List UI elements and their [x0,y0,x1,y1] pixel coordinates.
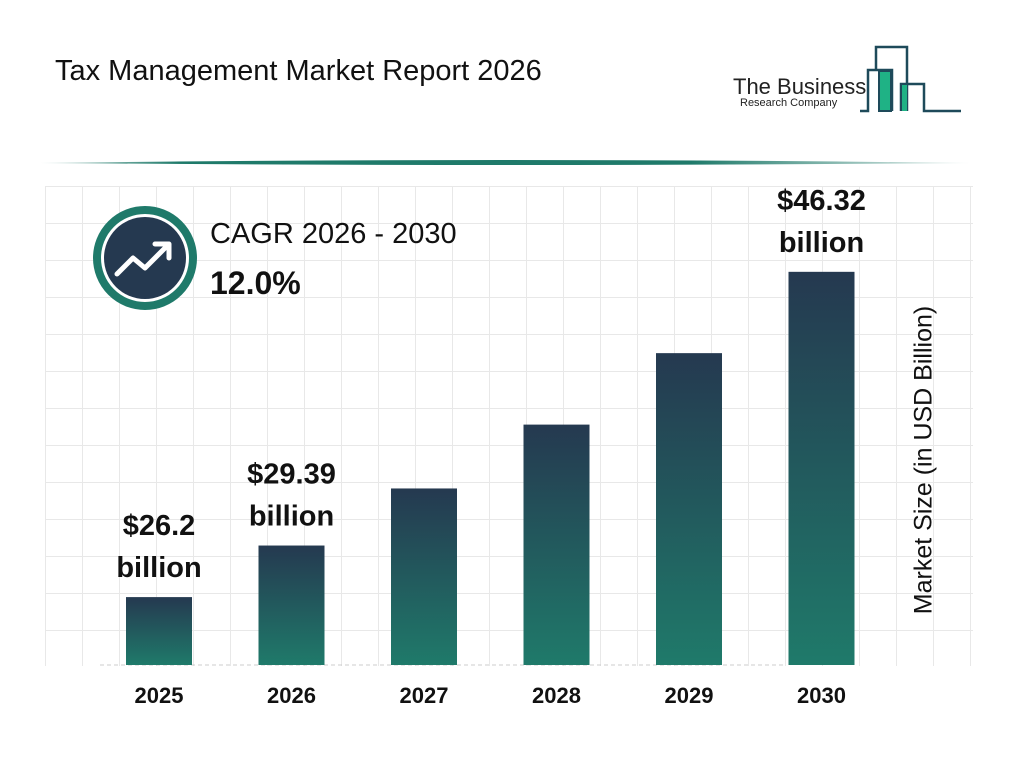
bar-2029 [656,353,722,665]
header-divider [40,160,970,165]
bar-2030 [788,271,855,665]
page-title: Tax Management Market Report 2026 [55,55,542,87]
logo-text-primary: The Business [733,74,867,99]
cagr-value: 12.0% [210,265,301,301]
bar-2027 [391,488,457,665]
trending-up-icon [93,206,197,310]
y-axis-label: Market Size (in USD Billion) [909,305,938,615]
x-tick-label: 2027 [400,683,449,708]
bar-2026 [258,545,325,665]
company-logo: The Business Research Company [730,40,970,120]
x-tick-label: 2025 [135,683,184,708]
data-label-unit: billion [779,227,864,259]
cagr-label: CAGR 2026 - 2030 [210,218,457,250]
logo-buildings-icon [860,45,961,113]
bar-2028 [523,424,590,665]
x-tick-label: 2028 [532,683,581,708]
x-tick-label: 2030 [797,683,846,708]
x-tick-label: 2029 [665,683,714,708]
data-label-unit: billion [116,552,201,584]
bar-2025 [126,597,192,665]
data-label-value: $26.2 [123,510,196,542]
x-tick-label: 2026 [267,683,316,708]
logo-text-secondary: Research Company [740,97,838,109]
data-label-value: $29.39 [247,459,336,491]
data-label-value: $46.32 [777,185,866,217]
data-label-unit: billion [249,501,334,533]
